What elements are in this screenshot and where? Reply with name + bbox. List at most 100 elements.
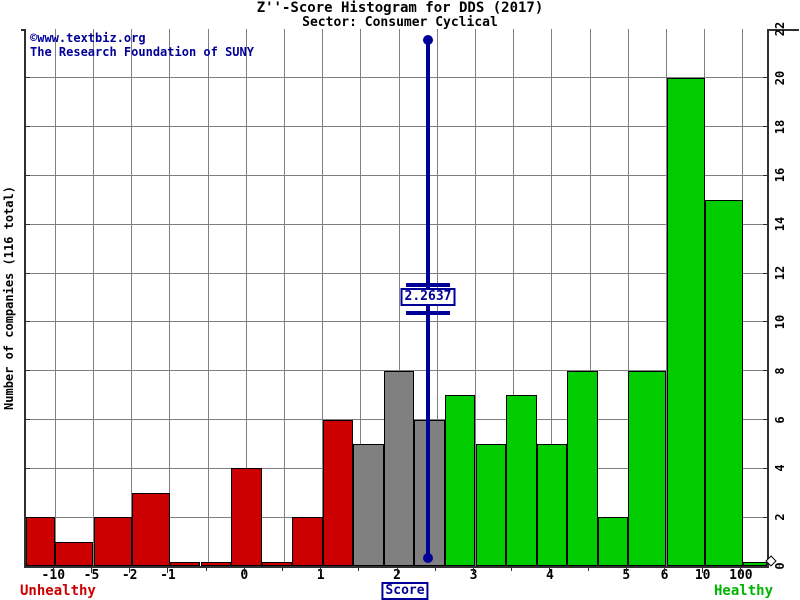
x-minor-tick-mark bbox=[434, 568, 436, 571]
gridline-h bbox=[26, 223, 767, 225]
y-axis-label: Number of companies (116 total) bbox=[2, 186, 16, 410]
x-minor-tick-mark bbox=[511, 568, 513, 571]
x-minor-tick-mark bbox=[129, 568, 131, 571]
x-minor-tick-mark bbox=[740, 568, 742, 571]
histogram-bar bbox=[536, 443, 568, 566]
gridline-v bbox=[589, 29, 591, 566]
gridline-v bbox=[398, 29, 400, 566]
gridline-h bbox=[26, 77, 767, 79]
y-tick-mark bbox=[26, 77, 30, 79]
plot-area: ©www.textbiz.org The Research Foundation… bbox=[24, 29, 769, 568]
x-minor-tick-mark bbox=[396, 568, 398, 571]
histogram-bar bbox=[475, 443, 507, 566]
x-tick-label: -5 bbox=[83, 568, 100, 583]
y-tick-mark bbox=[763, 419, 767, 421]
x-tick-label: 6 bbox=[660, 568, 669, 583]
histogram-bar bbox=[26, 517, 56, 566]
x-minor-tick-mark bbox=[473, 568, 474, 571]
histogram-bar bbox=[231, 468, 262, 566]
x-minor-tick-mark bbox=[320, 568, 322, 571]
gridline-v bbox=[54, 29, 56, 566]
y-tick-mark bbox=[26, 467, 30, 469]
y-tick-mark bbox=[26, 516, 30, 518]
x-tick-label: 10 bbox=[694, 568, 711, 583]
chart-title: Z''-Score Histogram for DDS (2017) bbox=[256, 0, 544, 16]
x-tick-label: 1 bbox=[316, 568, 325, 583]
histogram-bar bbox=[506, 395, 537, 566]
y-tick-mark bbox=[26, 321, 30, 323]
histogram-bar bbox=[261, 562, 293, 566]
gridline-v bbox=[169, 29, 171, 566]
x-minor-tick-mark bbox=[664, 568, 665, 571]
x-minor-tick-mark bbox=[243, 568, 245, 571]
gridline-v bbox=[93, 29, 94, 566]
x-tick-label: 5 bbox=[622, 568, 631, 583]
x-tick-label: -1 bbox=[160, 568, 176, 583]
y-tick-label: 16 bbox=[773, 168, 787, 183]
watermark-line1: ©www.textbiz.org bbox=[30, 31, 146, 45]
marker-crossbar-top bbox=[406, 283, 450, 287]
x-tick-label: 3 bbox=[469, 568, 478, 583]
y-tick-mark bbox=[26, 223, 30, 225]
x-tick-label: -10 bbox=[41, 568, 66, 583]
marker-value-label: 2.2637 bbox=[400, 288, 456, 306]
y-tick-mark bbox=[763, 516, 767, 518]
y-tick-mark bbox=[763, 77, 767, 79]
x-tick-label: 2 bbox=[393, 568, 402, 583]
y-tick-label: 14 bbox=[773, 217, 787, 232]
y-tick-mark bbox=[26, 174, 30, 176]
marker-bottom-dot bbox=[423, 553, 433, 563]
histogram-bar bbox=[444, 395, 476, 566]
y-tick-mark bbox=[763, 126, 767, 128]
histogram-bar bbox=[628, 370, 667, 566]
y-tick-mark bbox=[763, 321, 767, 323]
x-axis-label: Score bbox=[381, 582, 429, 600]
x-tick-label: 0 bbox=[240, 568, 249, 583]
gridline-v bbox=[207, 29, 209, 566]
histogram-bar bbox=[567, 370, 598, 566]
gridline-v bbox=[360, 29, 362, 566]
histogram-bar bbox=[93, 517, 132, 566]
x-minor-tick-mark bbox=[587, 568, 589, 571]
y-tick-label: 10 bbox=[773, 314, 787, 330]
x-minor-tick-mark bbox=[282, 568, 283, 571]
gridline-v bbox=[284, 29, 285, 566]
watermark-line2: The Research Foundation of SUNY bbox=[30, 45, 254, 59]
marker-top-dot bbox=[423, 35, 433, 45]
healthy-zone-label: Healthy bbox=[714, 583, 774, 599]
gridline-v bbox=[513, 29, 515, 566]
y-tick-mark bbox=[763, 467, 767, 469]
gridline-h bbox=[26, 370, 767, 372]
histogram-bar bbox=[383, 370, 415, 566]
marker-crossbar-bottom bbox=[406, 311, 450, 315]
y-tick-label: 0 bbox=[773, 562, 787, 570]
histogram-bar bbox=[666, 77, 705, 566]
histogram-bar bbox=[131, 492, 170, 566]
x-minor-tick-mark bbox=[625, 568, 627, 571]
y-tick-mark bbox=[26, 419, 30, 421]
x-minor-tick-mark bbox=[167, 568, 169, 571]
y-tick-mark bbox=[26, 126, 30, 128]
x-minor-tick-mark bbox=[549, 568, 551, 571]
y-tick-label: 8 bbox=[773, 367, 787, 375]
histogram-bar bbox=[55, 541, 94, 566]
y-tick-mark bbox=[26, 272, 30, 274]
gridline-v bbox=[742, 29, 744, 566]
x-minor-tick-mark bbox=[358, 568, 360, 571]
gridline-h bbox=[26, 174, 767, 176]
x-minor-tick-mark bbox=[205, 568, 207, 571]
histogram-bar bbox=[200, 562, 232, 566]
gridline-v bbox=[475, 29, 476, 566]
gridline-v bbox=[627, 29, 629, 566]
y-tick-mark bbox=[763, 370, 767, 372]
histogram-bar bbox=[169, 562, 201, 566]
y-tick-mark bbox=[26, 370, 30, 372]
histogram-bar bbox=[597, 517, 629, 566]
y-tick-label: 2 bbox=[773, 513, 787, 521]
x-tick-label: 100 bbox=[729, 568, 753, 583]
gridline-h bbox=[26, 126, 767, 128]
histogram-bar bbox=[322, 419, 354, 566]
gridline-v bbox=[245, 29, 247, 566]
histogram-bar bbox=[704, 199, 743, 566]
